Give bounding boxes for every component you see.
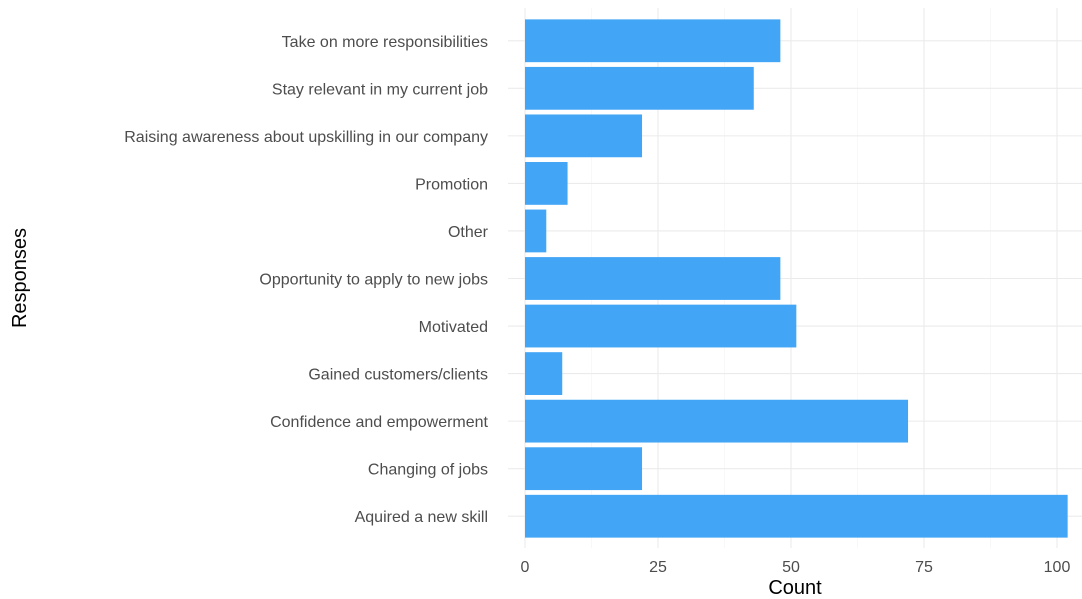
bar bbox=[525, 19, 781, 63]
bar bbox=[525, 114, 643, 158]
x-tick-label: 0 bbox=[521, 559, 530, 576]
x-axis-title: Count bbox=[768, 577, 822, 599]
x-tick-label: 100 bbox=[1044, 559, 1071, 576]
x-tick-labels: 0 25 50 75 100 bbox=[521, 559, 1071, 576]
y-axis-title: Responses bbox=[9, 228, 31, 328]
category-label: Take on more responsibilities bbox=[282, 34, 488, 51]
bar bbox=[525, 352, 563, 395]
category-label: Aquired a new skill bbox=[355, 509, 488, 526]
category-label: Stay relevant in my current job bbox=[272, 81, 488, 98]
bar bbox=[525, 257, 781, 300]
category-label: Raising awareness about upskilling in ou… bbox=[124, 129, 488, 146]
bar bbox=[525, 162, 568, 205]
x-tick-label: 25 bbox=[649, 559, 667, 576]
bars bbox=[525, 19, 1068, 538]
category-label: Motivated bbox=[419, 319, 488, 336]
category-labels: Aquired a new skill Changing of jobs Confi… bbox=[124, 34, 488, 526]
bar bbox=[525, 447, 643, 491]
category-label: Opportunity to apply to new jobs bbox=[259, 272, 488, 289]
category-label: Promotion bbox=[415, 176, 488, 193]
bar bbox=[525, 494, 1068, 538]
category-label: Gained customers/clients bbox=[308, 367, 488, 384]
category-label: Changing of jobs bbox=[368, 462, 488, 479]
category-label: Other bbox=[448, 224, 489, 241]
category-label: Confidence and empowerment bbox=[270, 414, 488, 431]
x-tick-label: 75 bbox=[915, 559, 933, 576]
bar bbox=[525, 209, 547, 253]
bar bbox=[525, 66, 754, 110]
bar bbox=[525, 399, 909, 443]
x-tick-label: 50 bbox=[782, 559, 800, 576]
bar bbox=[525, 304, 797, 348]
